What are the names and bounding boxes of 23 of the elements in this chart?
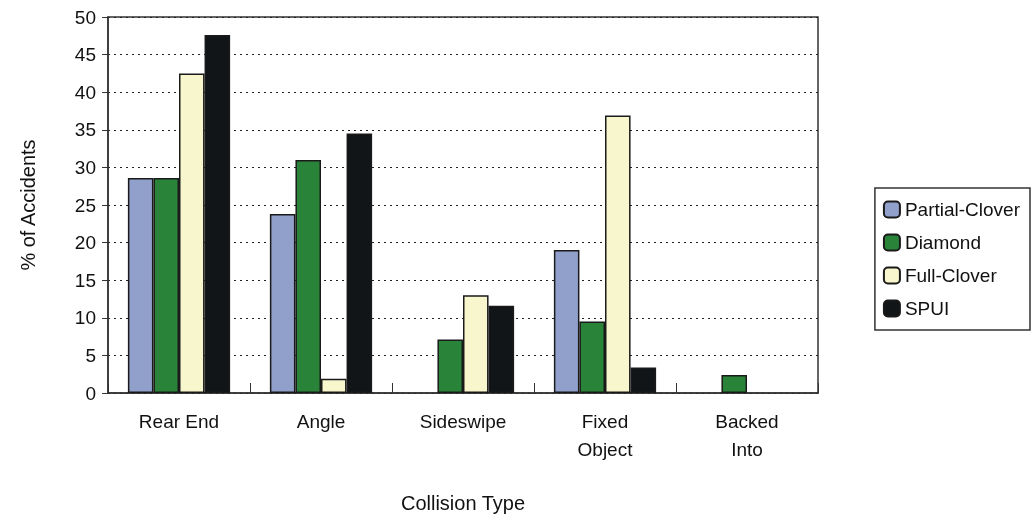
x-tick-label: Angle <box>296 410 346 432</box>
y-tick-label: 50 <box>74 6 96 28</box>
x-tick-label: Fixed Object <box>577 410 634 460</box>
y-tick-label: 10 <box>74 307 96 329</box>
bar <box>721 374 747 393</box>
y-tick-label: 45 <box>74 44 96 66</box>
y-tick-label: 20 <box>74 232 96 254</box>
y-tick-label: 30 <box>74 156 96 178</box>
y-tick-label: 40 <box>74 81 96 103</box>
y-tick-label: 15 <box>74 269 96 291</box>
y-tick-label: 5 <box>85 344 96 366</box>
x-tick-label: Sideswipe <box>419 410 507 432</box>
x-tick-label: Rear End <box>138 410 220 432</box>
legend-label: Diamond <box>904 232 981 253</box>
y-tick-label: 35 <box>74 119 96 141</box>
legend-label: Full-Clover <box>904 265 998 286</box>
legend-label: SPUI <box>904 298 950 319</box>
y-tick-label: 0 <box>85 382 96 404</box>
x-tick-label: Backed Into <box>715 410 779 460</box>
y-tick-label: 25 <box>74 194 96 216</box>
legend-label: Partial-Clover <box>904 199 1021 220</box>
y-axis-title: % of Accidents <box>17 139 39 271</box>
x-axis-title: Collision Type <box>400 492 526 514</box>
